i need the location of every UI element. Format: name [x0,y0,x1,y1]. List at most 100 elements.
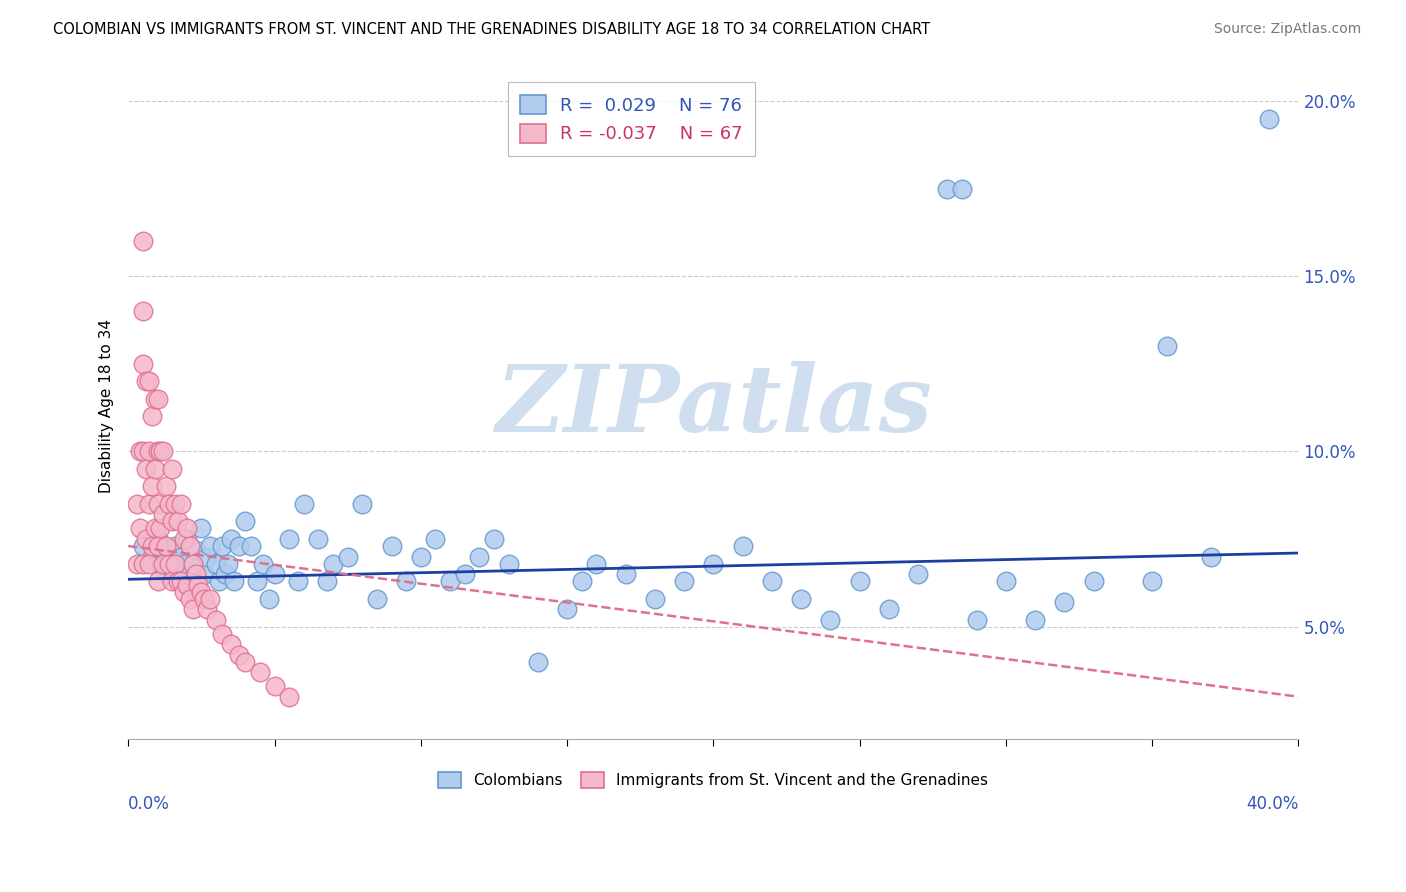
Point [165,557,187,571]
Point [129,444,152,458]
Point [190,521,212,535]
Point [395,574,418,588]
Point [195,602,218,616]
Point [165,539,187,553]
Point [181,602,204,616]
Point [135,532,157,546]
Point [322,557,344,571]
Point [152,508,174,522]
Point [1083,574,1105,588]
Point [176,521,198,535]
Point [211,626,233,640]
Point [198,539,221,553]
Point [152,557,174,571]
Point [179,539,201,553]
Text: COLOMBIAN VS IMMIGRANTS FROM ST. VINCENT AND THE GRENADINES DISABILITY AGE 18 TO: COLOMBIAN VS IMMIGRANTS FROM ST. VINCENT… [53,22,931,37]
Point [316,574,339,588]
Point [233,515,256,529]
Point [187,574,209,588]
Point [167,567,190,582]
Point [1199,549,1222,564]
Text: Source: ZipAtlas.com: Source: ZipAtlas.com [1213,22,1361,37]
Point [146,532,169,546]
Point [936,181,959,195]
Point [205,613,228,627]
Point [252,557,274,571]
Point [278,690,301,704]
Point [1053,595,1076,609]
Point [152,542,174,557]
Point [966,613,988,627]
Point [138,374,160,388]
Point [138,557,160,571]
Point [263,679,285,693]
Point [907,567,929,582]
Point [380,539,402,553]
Point [138,444,160,458]
Point [181,557,204,571]
Point [132,357,155,371]
Point [1024,613,1046,627]
Point [246,574,269,588]
Point [155,479,177,493]
Point [222,574,245,588]
Point [141,409,163,424]
Point [146,497,169,511]
Point [950,181,973,195]
Point [179,574,201,588]
Point [555,602,578,616]
Point [409,549,432,564]
Point [352,497,374,511]
Point [143,521,166,535]
Point [307,532,329,546]
Point [181,557,204,571]
Point [214,567,236,582]
Point [176,577,198,591]
Point [132,557,155,571]
Point [157,497,180,511]
Point [141,549,163,564]
Point [585,557,607,571]
Point [176,532,198,546]
Point [146,574,169,588]
Point [195,549,218,564]
Point [761,574,783,588]
Point [482,532,505,546]
Point [146,539,169,553]
Point [468,549,491,564]
Point [184,542,207,557]
Point [790,591,813,606]
Point [278,532,301,546]
Point [149,557,172,571]
Point [454,567,477,582]
Text: 0.0%: 0.0% [128,795,170,813]
Point [184,567,207,582]
Point [848,574,870,588]
Point [190,584,212,599]
Point [211,539,233,553]
Point [263,567,285,582]
Point [165,497,187,511]
Point [219,532,242,546]
Point [228,648,250,662]
Point [205,557,228,571]
Point [240,539,263,553]
Point [125,497,148,511]
Point [143,462,166,476]
Text: 40.0%: 40.0% [1246,795,1299,813]
Point [141,479,163,493]
Point [219,637,242,651]
Point [146,444,169,458]
Point [160,557,183,571]
Point [257,591,280,606]
Legend: Colombians, Immigrants from St. Vincent and the Grenadines: Colombians, Immigrants from St. Vincent … [432,765,994,795]
Point [173,532,195,546]
Point [820,613,842,627]
Point [208,574,231,588]
Point [149,444,172,458]
Point [170,574,193,588]
Point [132,304,155,318]
Point [644,591,666,606]
Point [146,392,169,406]
Point [157,549,180,564]
